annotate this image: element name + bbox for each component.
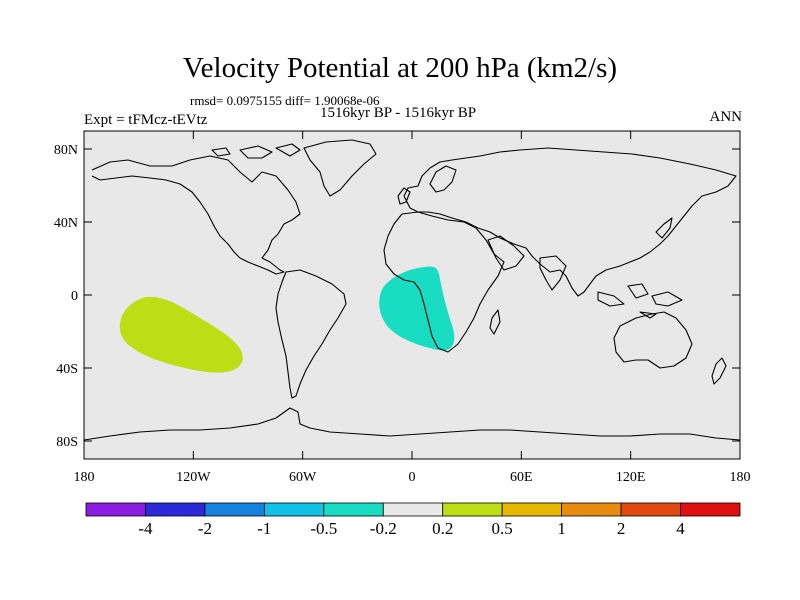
colorbar-label: -4 [138, 519, 153, 538]
colorbar-label: 1 [557, 519, 566, 538]
colorbar-label: -0.5 [310, 519, 337, 538]
eurasia-coast [403, 147, 737, 297]
colorbar-swatch [85, 502, 146, 517]
colorbar-swatch [561, 502, 622, 517]
experiment-label: Expt = tFMcz-tEVtz [84, 112, 208, 128]
longitude-axis: 180 120W 60W 0 60E 120E 180 [74, 131, 751, 485]
season-label: ANN [709, 109, 743, 125]
arabia-coast [487, 235, 525, 271]
south-america-coast [275, 269, 347, 399]
antarctica-coast [83, 407, 741, 441]
lat-tick-label: 80N [54, 143, 78, 158]
greenland-coast [303, 139, 377, 197]
latitude-axis: 80N 40N 0 40S 80S [54, 143, 740, 450]
south-pacific-positive-anomaly [119, 296, 243, 373]
australia-coast [613, 311, 693, 369]
coastlines [83, 139, 741, 441]
colorbar-swatch [620, 502, 681, 517]
lon-tick-label: 120E [616, 470, 646, 485]
colorbar-label: 4 [676, 519, 685, 538]
colorbar-swatch [382, 502, 444, 517]
india-coast [539, 255, 567, 291]
colorbar-label: -0.2 [370, 519, 397, 538]
period-label: 1516kyr BP - 1516kyr BP [320, 105, 477, 121]
statistics-line: rmsd= 0.0975155 diff= 1.90068e-06 [190, 93, 380, 108]
japan-coast [655, 217, 673, 239]
colorbar: -4 -2 -1 -0.5 -0.2 0.2 0.5 1 2 4 [85, 502, 741, 538]
africa-coast [383, 211, 505, 353]
scandinavia-coast [429, 165, 457, 193]
colorbar-swatch [323, 502, 384, 517]
lon-tick-label: 0 [409, 470, 416, 485]
colorbar-label: 0.5 [492, 519, 513, 538]
colorbar-label: 0.2 [432, 519, 453, 538]
plot-title: Velocity Potential at 200 hPa (km2/s) [182, 52, 618, 84]
arctic-islands-coast [211, 143, 301, 159]
colorbar-swatch [204, 502, 265, 517]
lat-tick-label: 80S [56, 435, 78, 450]
lon-tick-label: 120W [176, 470, 211, 485]
colorbar-swatch [501, 502, 563, 517]
colorbar-swatch [145, 502, 206, 517]
lon-tick-label: 180 [730, 470, 751, 485]
lat-tick-label: 0 [71, 289, 78, 304]
north-america-coast [91, 155, 301, 275]
colorbar-swatch [680, 502, 741, 517]
lat-tick-label: 40N [54, 216, 78, 231]
lon-tick-label: 60W [289, 470, 317, 485]
lon-tick-label: 60E [510, 470, 533, 485]
maritime-continent-coast [597, 283, 683, 319]
lon-tick-label: 180 [74, 470, 95, 485]
colorbar-label: -1 [257, 519, 271, 538]
british-isles-coast [397, 187, 411, 205]
new-zealand-coast [711, 357, 727, 385]
colorbar-label: -2 [198, 519, 212, 538]
colorbar-swatch [442, 502, 503, 517]
colorbar-label: 2 [617, 519, 626, 538]
madagascar-coast [489, 309, 501, 335]
colorbar-swatch [263, 502, 325, 517]
lat-tick-label: 40S [56, 362, 78, 377]
west-africa-negative-anomaly [379, 266, 455, 351]
